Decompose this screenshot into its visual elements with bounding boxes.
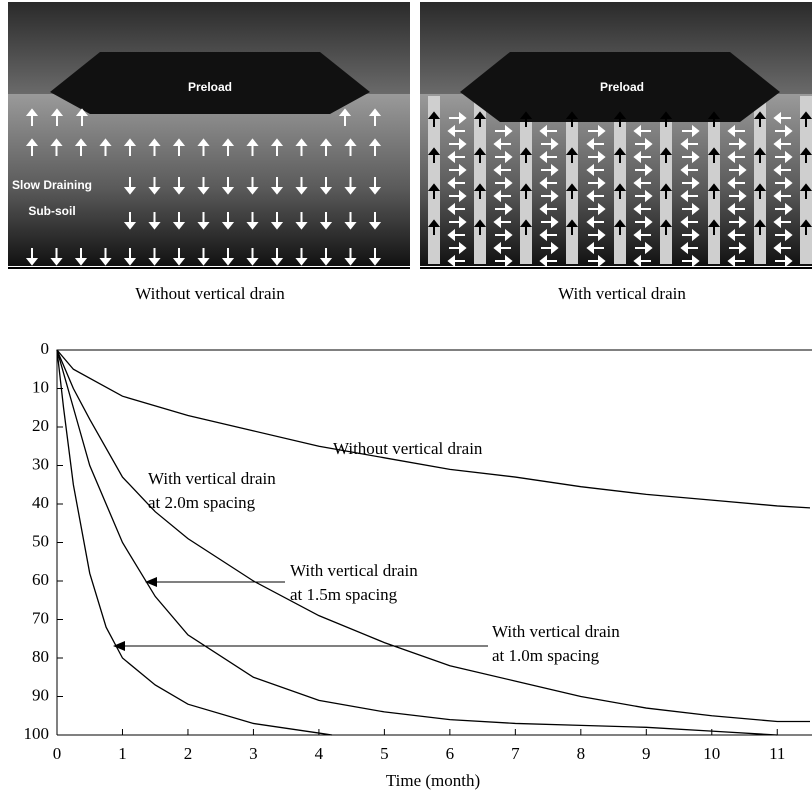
y-tick-label: 60 — [32, 570, 49, 589]
soil-label: Sub-soil — [28, 204, 75, 218]
figure: Preload Slow Draining Sub-soil Without v… — [0, 0, 812, 797]
annotation: With vertical drain — [290, 561, 418, 580]
y-tick-label: 90 — [32, 685, 49, 704]
annotation: at 1.0m spacing — [492, 646, 600, 665]
x-tick-label: 3 — [249, 744, 258, 763]
y-tick-label: 20 — [32, 416, 49, 435]
x-tick-label: 7 — [511, 744, 520, 763]
annotation: With vertical drain — [148, 469, 276, 488]
y-tick-label: 10 — [32, 377, 49, 396]
y-tick-label: 0 — [41, 339, 50, 358]
preload-label: Preload — [188, 80, 232, 94]
x-axis-label: Time (month) — [386, 771, 480, 790]
x-tick-label: 1 — [118, 744, 127, 763]
annotation-arrowhead — [145, 577, 157, 587]
y-tick-label: 80 — [32, 647, 49, 666]
x-tick-label: 2 — [184, 744, 193, 763]
y-tick-label: 30 — [32, 454, 49, 473]
x-tick-label: 5 — [380, 744, 389, 763]
diagram-without-drain: Preload Slow Draining Sub-soil Without v… — [8, 2, 410, 303]
annotation: at 2.0m spacing — [148, 493, 256, 512]
x-tick-label: 6 — [446, 744, 455, 763]
soil-label: Slow Draining — [12, 178, 92, 192]
x-tick-label: 0 — [53, 744, 62, 763]
x-tick-label: 4 — [315, 744, 324, 763]
y-tick-label: 50 — [32, 531, 49, 550]
y-tick-label: 40 — [32, 493, 49, 512]
series-line — [57, 350, 810, 722]
caption: Without vertical drain — [135, 284, 285, 303]
y-tick-label: 70 — [32, 608, 49, 627]
series-line — [57, 350, 777, 735]
caption: With vertical drain — [558, 284, 686, 303]
chart: Time (month) 010203040506070809010001234… — [24, 339, 812, 790]
diagram-with-drain: Preload With vertical drain — [420, 2, 812, 303]
x-tick-label: 8 — [577, 744, 586, 763]
preload-label: Preload — [600, 80, 644, 94]
y-tick-label: 100 — [24, 724, 50, 743]
plot-frame — [57, 350, 812, 735]
x-tick-label: 9 — [642, 744, 651, 763]
x-tick-label: 10 — [703, 744, 720, 763]
annotation: at 1.5m spacing — [290, 585, 398, 604]
page: Preload Slow Draining Sub-soil Without v… — [0, 0, 812, 797]
annotation: With vertical drain — [492, 622, 620, 641]
x-tick-label: 11 — [769, 744, 785, 763]
annotation: Without vertical drain — [333, 439, 483, 458]
